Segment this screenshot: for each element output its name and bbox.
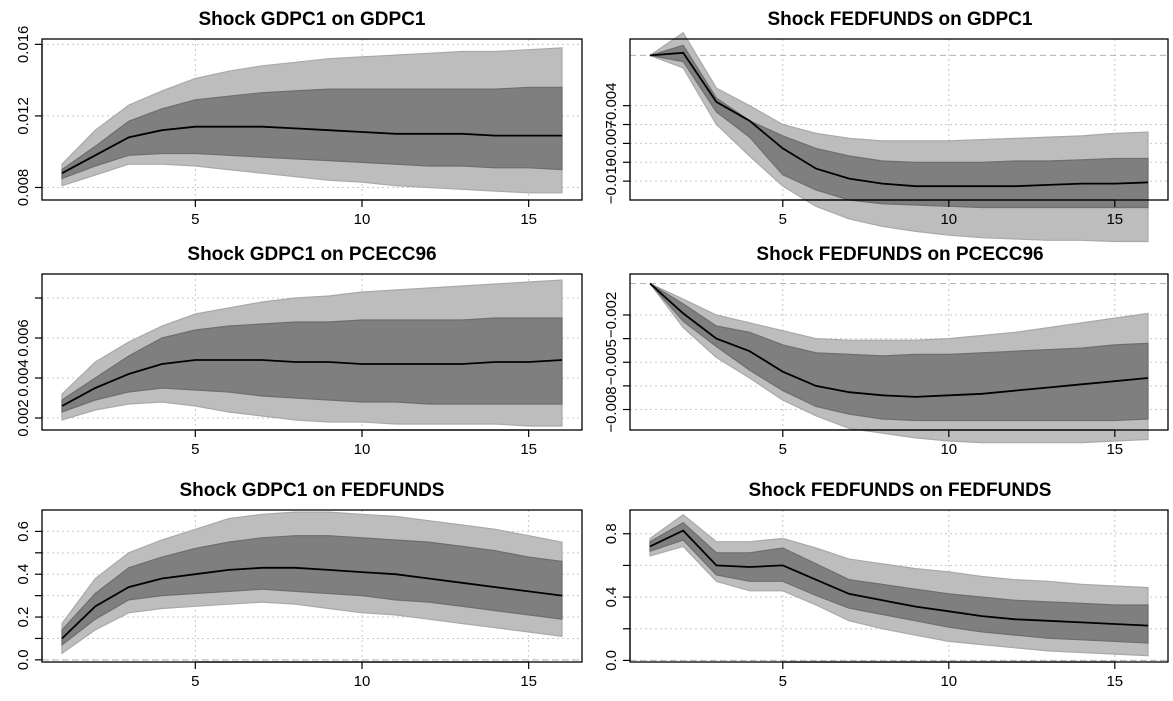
panel-fedfunds-on-fedfunds: 5 10 15 0.0 0.4 0.8 Shock FEDFUNDS on FEDFUNDS xyxy=(603,480,1169,690)
y-axis: −0.010−0.007−0.004 xyxy=(603,83,631,204)
y-tick-label: 0.004 xyxy=(15,359,32,397)
panel-title: Shock GDPC1 on FEDFUNDS xyxy=(180,480,445,501)
panel-title: Shock GDPC1 on GDPC1 xyxy=(199,9,426,30)
x-axis: 5 10 15 xyxy=(779,661,1123,690)
x-tick-label: 15 xyxy=(1106,673,1123,690)
y-tick-label: 0.016 xyxy=(15,26,32,64)
panel-gdpc1-on-gdpc1: 5 10 15 0.008 0.012 0.016 Shock GDPC1 on GDPC1 xyxy=(15,9,583,228)
y-tick-label: 0.0 xyxy=(603,650,620,671)
x-tick-label: 10 xyxy=(354,673,371,690)
y-tick-label: 0.002 xyxy=(15,399,32,437)
x-tick-label: 10 xyxy=(354,441,371,458)
panel-title: Shock FEDFUNDS on FEDFUNDS xyxy=(749,480,1052,501)
x-tick-label: 5 xyxy=(191,673,199,690)
y-tick-label: 0.4 xyxy=(603,587,620,608)
median-response-line xyxy=(649,282,1149,398)
y-tick-label: −0.005 xyxy=(603,339,620,385)
panel-fedfunds-on-gdpc1: 5 10 15 −0.010−0.007−0.004 Shock FEDFUNDS on… xyxy=(603,9,1169,243)
panel-fedfunds-on-pcecc96: 5 10 15 −0.008−0.005−0.002 Shock FEDFUNDS on… xyxy=(603,244,1169,458)
x-tick-label: 5 xyxy=(779,441,787,458)
median-response-line xyxy=(61,566,563,640)
x-tick-label: 15 xyxy=(1106,441,1123,458)
x-tick-label: 5 xyxy=(779,211,787,228)
median-response-line xyxy=(649,529,1149,627)
panel-title: Shock FEDFUNDS on PCECC96 xyxy=(756,244,1043,265)
x-tick-label: 10 xyxy=(940,673,957,690)
inner-confidence-band xyxy=(61,535,563,647)
x-axis: 5 10 15 xyxy=(191,429,537,458)
y-tick-label: 0.6 xyxy=(15,521,32,542)
x-axis: 5 10 15 xyxy=(191,199,537,228)
y-tick-label: −0.007 xyxy=(603,120,620,166)
x-tick-label: 15 xyxy=(520,441,537,458)
x-tick-label: 10 xyxy=(940,211,957,228)
x-tick-label: 10 xyxy=(940,441,957,458)
x-tick-label: 5 xyxy=(191,211,199,228)
outer-confidence-band xyxy=(648,31,1149,243)
median-response-line xyxy=(61,359,563,407)
y-axis: −0.008−0.005−0.002 xyxy=(603,292,631,433)
y-tick-label: −0.004 xyxy=(603,83,620,129)
y-tick-label: 0.012 xyxy=(15,97,32,135)
x-tick-label: 5 xyxy=(779,673,787,690)
y-tick-label: 0.2 xyxy=(15,607,32,628)
y-axis: 0.0 0.2 0.4 0.6 xyxy=(15,521,43,670)
y-tick-label: 0.8 xyxy=(603,523,620,544)
x-tick-label: 5 xyxy=(191,441,199,458)
panel-title: Shock FEDFUNDS on GDPC1 xyxy=(768,9,1033,30)
median-response-line xyxy=(61,125,562,174)
panel-gdpc1-on-pcecc96: 5 10 15 0.002 0.004 0.006 Shock GDPC1 on PCECC… xyxy=(15,244,583,458)
panel-gdpc1-on-fedfunds: 5 10 15 0.0 0.2 0.4 0.6 Shock GDPC1 on FEDFUNDS xyxy=(15,480,583,690)
x-axis: 5 10 15 xyxy=(779,199,1123,228)
median-response-line xyxy=(649,51,1149,188)
y-tick-label: 0.008 xyxy=(15,169,32,207)
y-tick-label: −0.008 xyxy=(603,386,620,432)
y-axis: 0.0 0.4 0.8 xyxy=(603,523,631,671)
inner-confidence-band xyxy=(649,521,1149,644)
x-tick-label: 15 xyxy=(1106,211,1123,228)
inner-confidence-band xyxy=(61,317,563,413)
y-tick-label: 0.4 xyxy=(15,564,32,585)
panel-title: Shock GDPC1 on PCECC96 xyxy=(187,244,436,265)
x-tick-label: 15 xyxy=(520,673,537,690)
y-tick-label: 0.0 xyxy=(15,649,32,670)
x-tick-label: 15 xyxy=(520,211,537,228)
y-axis: 0.008 0.012 0.016 xyxy=(15,26,43,207)
grid xyxy=(630,39,1168,200)
y-tick-label: 0.006 xyxy=(15,319,32,357)
inner-confidence-band xyxy=(649,282,1149,422)
x-axis: 5 10 15 xyxy=(191,661,537,690)
x-tick-label: 10 xyxy=(354,211,371,228)
x-axis: 5 10 15 xyxy=(779,429,1123,458)
y-tick-label: −0.010 xyxy=(603,158,620,204)
inner-confidence-band xyxy=(61,86,563,180)
y-axis: 0.002 0.004 0.006 xyxy=(15,297,43,437)
y-tick-label: −0.002 xyxy=(603,292,620,338)
